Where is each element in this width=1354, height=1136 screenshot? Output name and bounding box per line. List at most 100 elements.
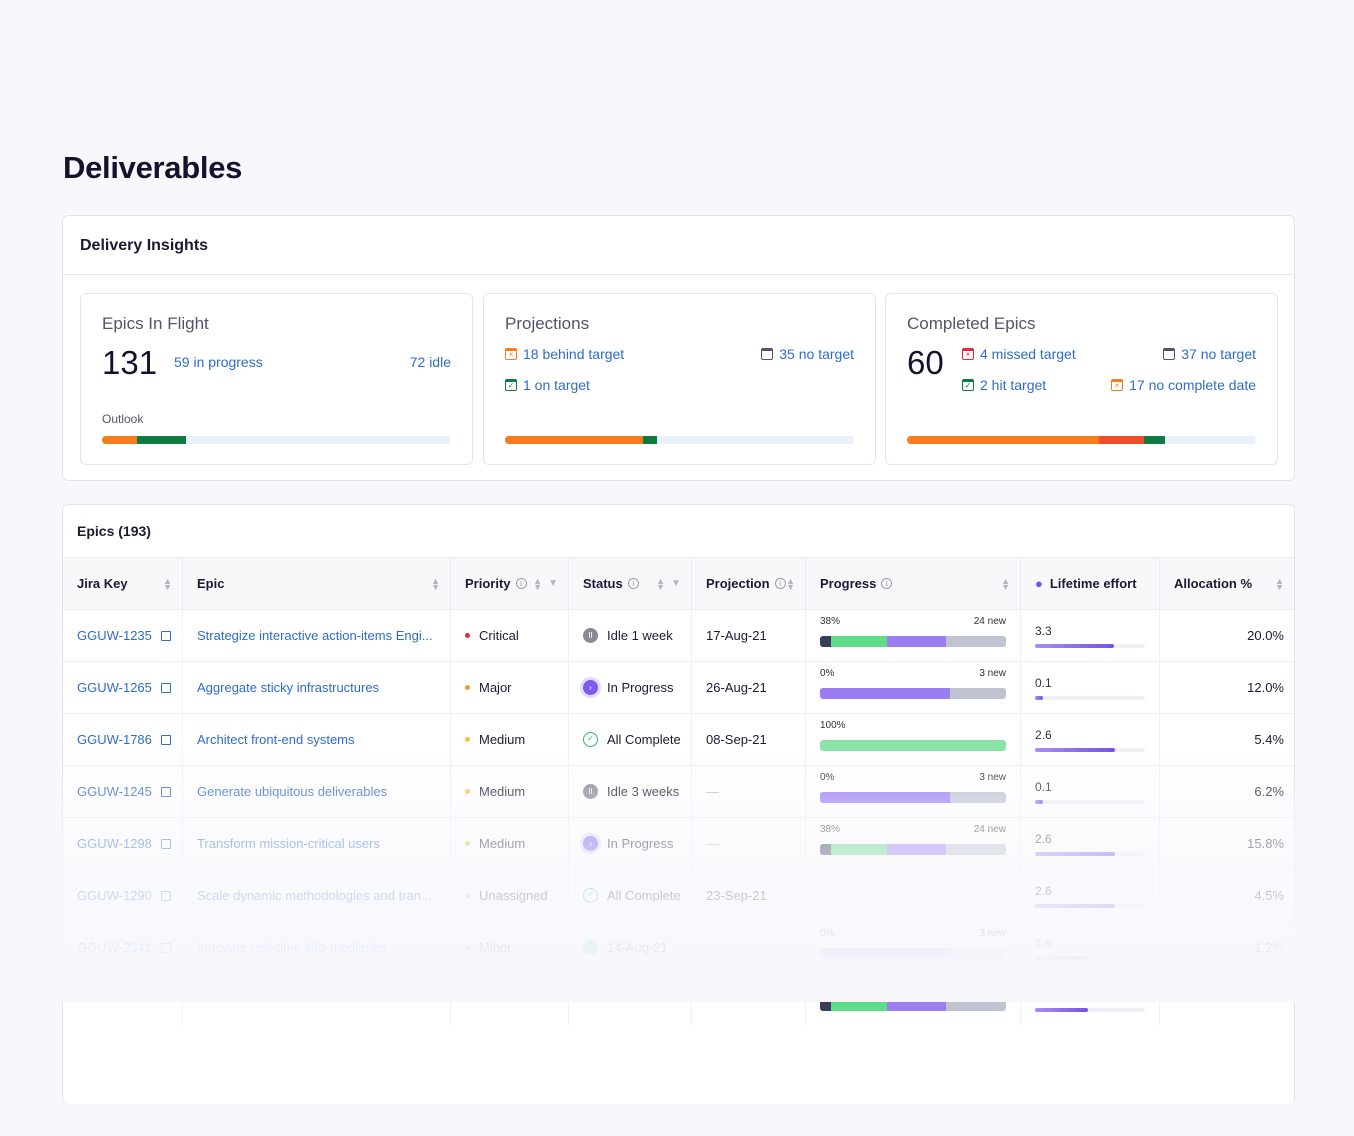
epics-in-flight-card: Epics In Flight 131 59 in progress 72 id…	[80, 293, 473, 465]
projection-cell: 26-Aug-21	[692, 662, 806, 713]
table-row[interactable]: GGUW-1235 Strategize interactive action-i…	[63, 609, 1294, 661]
effort-bar	[1035, 852, 1145, 856]
column-header-progress[interactable]: Progress i ▲ ▼	[806, 558, 1021, 609]
hit-target-link[interactable]: ✓ 2 hit target	[962, 377, 1046, 393]
filter-icon[interactable]: ▼	[548, 577, 558, 589]
link-label: 18 behind target	[523, 346, 625, 362]
filter-icon[interactable]: ▼	[671, 577, 681, 589]
progress-percent: 38%	[820, 616, 841, 627]
external-link-icon[interactable]	[160, 682, 171, 693]
jira-key-cell: GGUW-1265	[63, 662, 183, 713]
epic-link[interactable]: Architect front-end systems	[197, 732, 355, 747]
behind-target-link[interactable]: × 18 behind target	[505, 346, 624, 362]
sort-icon[interactable]: ▲ ▼	[786, 575, 795, 592]
no-target-link[interactable]: 37 no target	[1163, 346, 1256, 362]
status-cell: › In Progress	[569, 662, 692, 713]
column-header-allocation[interactable]: Allocation % ▲ ▼	[1160, 558, 1294, 609]
epics-title: Epics (193)	[77, 523, 151, 539]
no-target-link[interactable]: 35 no target	[761, 346, 854, 362]
table-row[interactable]: GGUW-1290 Scale dynamic methodologies and…	[63, 869, 1294, 921]
lifetime-effort-cell: 0.1	[1021, 766, 1160, 817]
jira-key-link[interactable]: GGUW-1290	[77, 888, 152, 903]
table-row[interactable]: GGUW-1786 Architect front-end systems Medi…	[63, 713, 1294, 765]
jira-key-link[interactable]: GGUW-1245	[77, 784, 152, 799]
new-count: 24 new	[973, 980, 1006, 991]
epic-link[interactable]: Strategize interactive action-items Engi…	[197, 628, 433, 643]
progress-segment	[831, 844, 887, 855]
in-progress-link[interactable]: 59 in progress	[174, 354, 263, 370]
lifetime-effort-cell: 2.6	[1021, 870, 1160, 921]
table-row[interactable]: GGUW-1265 Aggregate sticky infrastructure…	[63, 661, 1294, 713]
column-label: Jira Key	[77, 576, 128, 591]
sort-icon[interactable]: ▲ ▼	[163, 575, 172, 592]
sort-icon[interactable]: ▲ ▼	[656, 575, 665, 592]
effort-fill	[1035, 800, 1043, 804]
info-icon[interactable]: i	[774, 578, 786, 589]
column-header-priority[interactable]: Priority i ▲ ▼ ▼	[451, 558, 569, 609]
jira-key-link[interactable]: GGUW-1786	[77, 732, 152, 747]
new-count: 3 new	[979, 668, 1006, 679]
allocation-cell: 5.4%	[1160, 714, 1294, 765]
jira-key-link[interactable]: GGUW-1298	[77, 836, 152, 851]
sort-icon[interactable]: ▲ ▼	[1001, 575, 1010, 592]
sort-icon[interactable]: ▲ ▼	[1275, 575, 1284, 592]
jira-key-link[interactable]: GGUW-1265	[77, 680, 152, 695]
projections-bar	[505, 436, 854, 444]
epic-cell: Generate ubiquitous deliverables	[183, 766, 451, 817]
missed-target-link[interactable]: × 4 missed target	[962, 346, 1076, 362]
table-row[interactable]: GGUW-2341 Innovate real-time info-mediari…	[63, 921, 1294, 973]
priority-dot-icon	[465, 789, 470, 794]
lifetime-effort-cell: 2.6	[1021, 818, 1160, 869]
epic-link[interactable]: Generate ubiquitous deliverables	[197, 784, 388, 799]
info-icon[interactable]: i	[627, 578, 639, 589]
effort-bar	[1035, 800, 1145, 804]
epic-cell: Architect front-end systems	[183, 714, 451, 765]
external-link-icon[interactable]	[160, 838, 171, 849]
effort-fill	[1035, 1008, 1088, 1012]
status-cell: ✓ All Complete	[569, 714, 692, 765]
projection-cell: —	[692, 818, 806, 869]
column-header-lifetime-effort[interactable]: ● Lifetime effort	[1021, 558, 1160, 609]
priority-label: Medium	[479, 836, 526, 851]
column-label: Lifetime effort	[1049, 576, 1137, 591]
table-row[interactable]: GGUW-1298 Transform mission-critical user…	[63, 817, 1294, 869]
sort-icon[interactable]: ▲ ▼	[533, 575, 542, 592]
sort-icon[interactable]: ▲ ▼	[431, 575, 440, 592]
external-link-icon[interactable]	[160, 890, 171, 901]
no-complete-date-link[interactable]: × 17 no complete date	[1111, 377, 1256, 393]
in-progress-icon: ›	[583, 680, 598, 695]
epic-link[interactable]: Innovate real-time info-mediaries	[197, 940, 387, 955]
priority-cell: Medium	[451, 766, 569, 817]
priority-cell	[451, 974, 569, 1025]
info-icon[interactable]: i	[881, 578, 893, 589]
jira-key-link[interactable]: GGUW-2341	[77, 940, 152, 955]
progress-percent: 38%	[820, 980, 841, 991]
table-row[interactable]: 38% 24 new 1.8	[63, 973, 1294, 1025]
jira-key-cell: GGUW-1290	[63, 870, 183, 921]
status-label: All Complete	[607, 732, 681, 747]
allocation-cell: 4.5%	[1160, 870, 1294, 921]
column-header-status[interactable]: Status i ▲ ▼ ▼	[569, 558, 692, 609]
info-icon[interactable]: i	[515, 578, 527, 589]
external-link-icon[interactable]	[160, 630, 171, 641]
idle-link[interactable]: 72 idle	[409, 354, 451, 370]
epic-link[interactable]: Transform mission-critical users	[197, 836, 380, 851]
epic-link[interactable]: Scale dynamic methodologies and tran...	[197, 888, 432, 903]
jira-key-link[interactable]: GGUW-1235	[77, 628, 152, 643]
external-link-icon[interactable]	[160, 942, 171, 953]
progress-cell: 100%	[806, 714, 1021, 765]
projection-date: 26-Aug-21	[706, 680, 767, 695]
external-link-icon[interactable]	[160, 786, 171, 797]
epic-link[interactable]: Aggregate sticky infrastructures	[197, 680, 380, 695]
on-target-link[interactable]: ✓ 1 on target	[505, 377, 590, 393]
column-header-jira-key[interactable]: Jira Key ▲ ▼	[63, 558, 183, 609]
column-header-epic[interactable]: Epic ▲ ▼	[183, 558, 451, 609]
allocation-cell	[1160, 974, 1294, 1025]
status-cell: › In Progress	[569, 818, 692, 869]
effort-fill	[1035, 904, 1116, 908]
column-header-projection[interactable]: Projection i ▲ ▼	[692, 558, 806, 609]
calendar-x-icon: ×	[962, 348, 974, 360]
table-row[interactable]: GGUW-1245 Generate ubiquitous deliverable…	[63, 765, 1294, 817]
allocation-cell: 15.8%	[1160, 818, 1294, 869]
external-link-icon[interactable]	[160, 734, 171, 745]
